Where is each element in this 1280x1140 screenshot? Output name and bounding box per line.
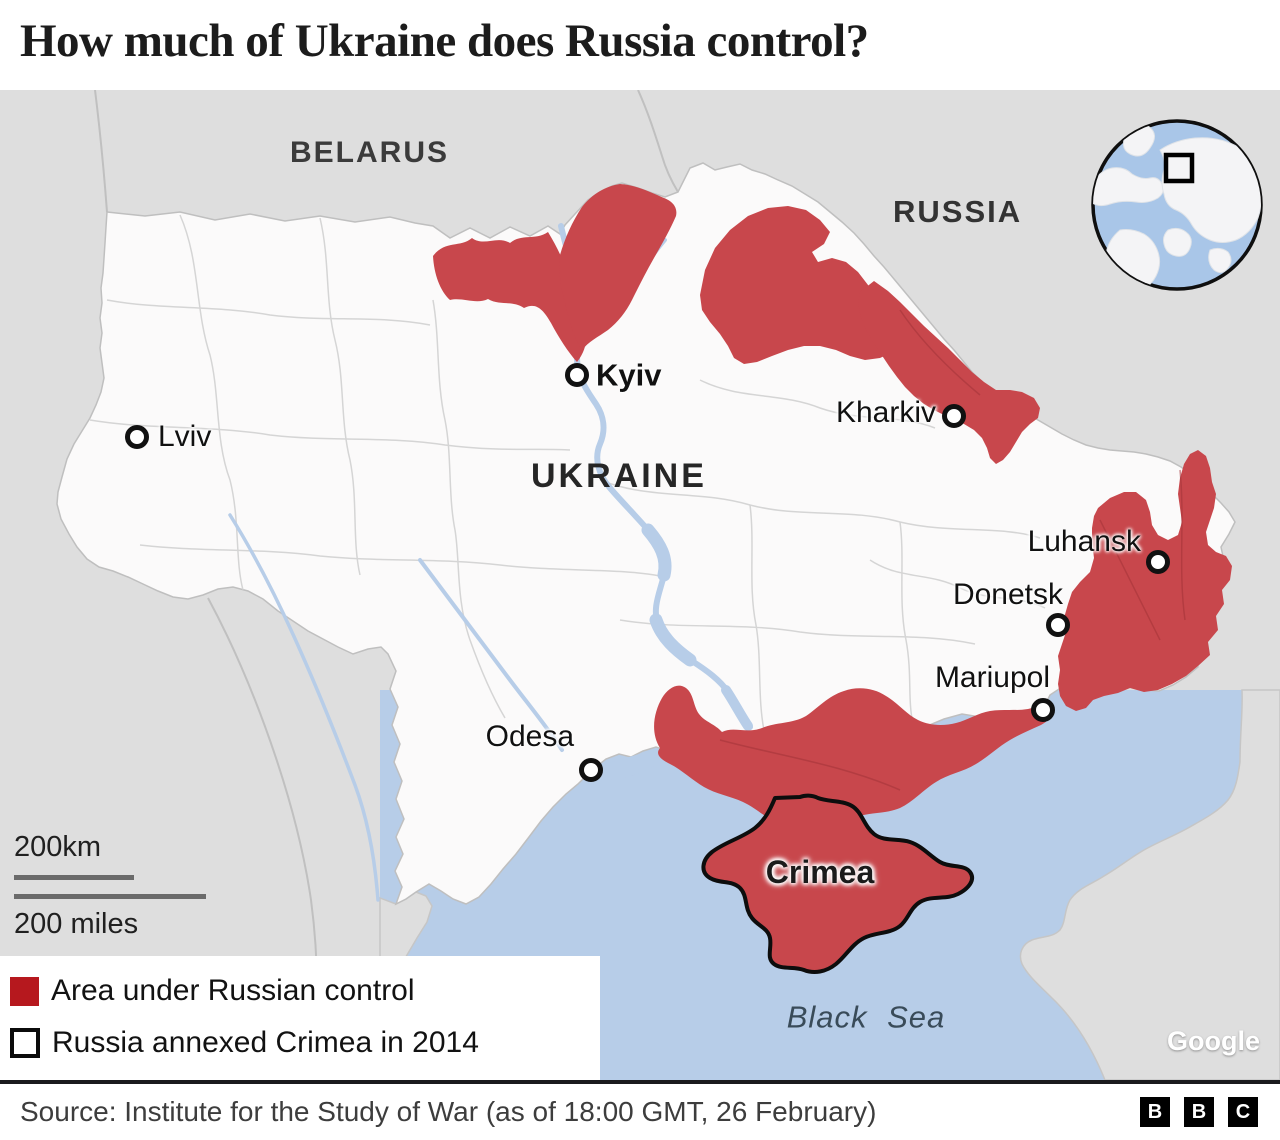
- russia-land-east: [1019, 689, 1280, 1080]
- source-text: Source: Institute for the Study of War (…: [20, 1096, 877, 1127]
- country-label-belarus: BELARUS: [290, 136, 450, 169]
- country-label-russia: RUSSIA: [893, 194, 1023, 229]
- legend-item-crimea: Russia annexed Crimea in 2014: [10, 1026, 479, 1060]
- marker-luhansk: [1146, 550, 1170, 574]
- google-attribution: Google: [1167, 1026, 1260, 1056]
- footer-bar: Source: Institute for the Study of War (…: [0, 1080, 1280, 1140]
- scale-km-line: [14, 875, 134, 880]
- crimea-shape: [701, 793, 975, 974]
- legend-swatch-red: [10, 976, 39, 1006]
- country-label-ukraine: UKRAINE: [531, 457, 707, 495]
- russian-control-areas: [433, 184, 1232, 833]
- legend-swatch-outline: [10, 1028, 40, 1058]
- oblast-borders: [89, 214, 1046, 736]
- city-label-odesa: Odesa: [485, 720, 574, 753]
- scale-miles-label: 200 miles: [14, 908, 139, 940]
- bbc-logo-block-b2: B: [1184, 1097, 1214, 1127]
- page-title: How much of Ukraine does Russia control?: [20, 15, 869, 67]
- bbc-logo-block-b1: B: [1140, 1097, 1170, 1127]
- marker-kyiv: [565, 363, 589, 387]
- neighbor-borders: [94, 90, 679, 991]
- title-bar: How much of Ukraine does Russia control?: [0, 0, 1280, 90]
- city-markers: [125, 363, 1170, 782]
- legend-item-russian-control: Area under Russian control: [10, 974, 415, 1008]
- scale-miles-line: [14, 894, 206, 899]
- marker-donetsk: [1046, 613, 1070, 637]
- city-label-lviv: Lviv: [158, 420, 212, 453]
- region-label-crimea: Crimea: [765, 854, 875, 890]
- legend-label-crimea: Russia annexed Crimea in 2014: [52, 1026, 479, 1059]
- globe-highlight-box: [1163, 152, 1195, 184]
- legend: Area under Russian control Russia annexe…: [0, 956, 600, 1080]
- marker-lviv: [125, 425, 149, 449]
- bbc-logo-block-c: C: [1228, 1097, 1258, 1127]
- marker-mariupol: [1031, 698, 1055, 722]
- legend-label-russian-control: Area under Russian control: [51, 974, 415, 1007]
- marker-kharkiv: [942, 404, 966, 428]
- city-label-kharkiv: Kharkiv: [835, 396, 936, 429]
- bbc-logo: B B C: [1140, 1097, 1280, 1127]
- marker-odesa: [579, 758, 603, 782]
- dnipro-estuary: [596, 749, 666, 780]
- city-label-donetsk: Donetsk: [952, 578, 1063, 611]
- globe-inset: [1091, 119, 1263, 291]
- city-label-kyiv: Kyiv: [596, 357, 662, 393]
- red-area-inner-borders: [719, 309, 1186, 791]
- city-label-luhansk: Luhansk: [1027, 525, 1141, 558]
- scale-km-label: 200km: [14, 831, 102, 863]
- map-svg: [0, 90, 1280, 1080]
- city-label-mariupol: Mariupol: [934, 661, 1050, 694]
- map-canvas: BELARUS RUSSIA UKRAINE Lviv Kyiv Kharkiv…: [0, 90, 1280, 1080]
- sea-label-black-sea: Black Sea: [786, 999, 946, 1035]
